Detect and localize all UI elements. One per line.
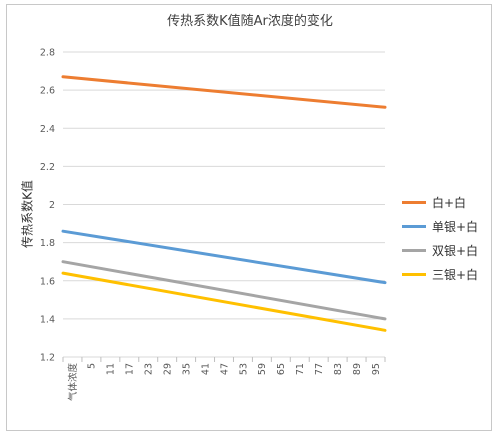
x-tick-label: 47 bbox=[219, 363, 230, 375]
chart-frame bbox=[6, 4, 492, 431]
x-tick-label: 65 bbox=[276, 363, 287, 375]
y-tick-label: 2 bbox=[49, 200, 55, 211]
legend-label-1: 白+白 bbox=[432, 195, 467, 210]
legend-item-4: 三银+白 bbox=[402, 262, 478, 286]
legend-swatch-4 bbox=[402, 272, 426, 276]
legend-label-2: 单银+白 bbox=[432, 219, 479, 234]
series-line-2 bbox=[61, 229, 387, 285]
legend-swatch-1 bbox=[402, 200, 426, 204]
y-tick-label: 1.2 bbox=[40, 353, 55, 364]
x-tick-label: 11 bbox=[106, 363, 117, 375]
legend-item-2: 单银+白 bbox=[402, 214, 478, 238]
x-tick-label: 59 bbox=[257, 363, 268, 375]
y-tick-label: 1.6 bbox=[40, 276, 55, 287]
y-tick-label: 1.4 bbox=[40, 314, 55, 325]
legend-swatch-2 bbox=[402, 224, 426, 228]
y-tick-label: 2.8 bbox=[40, 48, 55, 59]
legend-item-3: 双银+白 bbox=[402, 238, 478, 262]
series-line-3 bbox=[61, 260, 387, 321]
legend-item-1: 白+白 bbox=[402, 190, 478, 214]
legend-label-3: 双银+白 bbox=[432, 243, 479, 258]
x-tick-label: 41 bbox=[200, 363, 211, 375]
y-tick-label: 2.2 bbox=[40, 162, 55, 173]
legend-label-4: 三银+白 bbox=[432, 267, 479, 282]
legend-swatch-3 bbox=[402, 248, 426, 252]
x-tick-label: 5 bbox=[87, 363, 98, 369]
x-tick-label: 53 bbox=[238, 363, 249, 375]
x-tick-label: 29 bbox=[163, 363, 174, 375]
x-tick-label: 77 bbox=[314, 363, 325, 375]
series-line-4 bbox=[61, 271, 387, 332]
x-tick-label: 71 bbox=[295, 363, 306, 375]
y-tick-label: 2.6 bbox=[40, 86, 55, 97]
x-tick-label: 17 bbox=[125, 363, 136, 375]
chart-title: 传热系数K值随Ar浓度的变化 bbox=[167, 14, 333, 29]
x-tick-label: 35 bbox=[181, 363, 192, 375]
y-tick-label: 2.4 bbox=[40, 124, 55, 135]
y-tick-label: 1.8 bbox=[40, 238, 55, 249]
x-tick-label: 95 bbox=[371, 363, 382, 375]
x-tick-label: 23 bbox=[144, 363, 155, 375]
x-tick-label: 气体浓度 bbox=[67, 363, 79, 402]
x-tick-label: 89 bbox=[352, 363, 363, 375]
legend: 白+白 单银+白 双银+白 三银+白 bbox=[402, 190, 478, 286]
x-tick-label: 83 bbox=[333, 363, 344, 375]
series-line-1 bbox=[61, 75, 387, 109]
